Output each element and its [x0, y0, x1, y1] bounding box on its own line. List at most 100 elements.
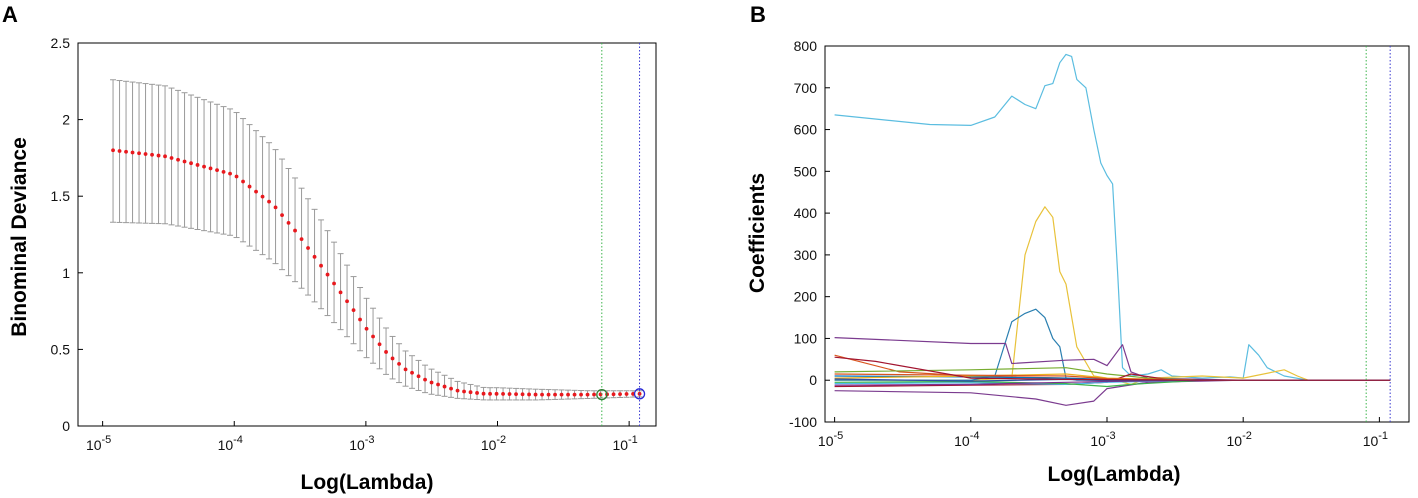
y-b-tick-label-3: 200	[794, 289, 818, 305]
deviance-point-32	[319, 263, 323, 268]
deviance-point-70	[566, 392, 570, 397]
coefficient-path-16	[834, 356, 1391, 381]
deviance-point-26	[280, 213, 284, 218]
y-b-tick-label-2: 100	[794, 330, 818, 346]
deviance-point-47	[416, 374, 421, 379]
coefficient-path-4	[834, 337, 1391, 381]
y-b-tick-label-7: 600	[794, 122, 818, 138]
y-b-tick-label-9: 800	[794, 38, 818, 54]
x-a-tick-label-1: 10-4	[218, 434, 243, 453]
deviance-point-46	[410, 370, 414, 375]
deviance-point-42	[384, 350, 388, 354]
deviance-point-16	[215, 168, 219, 173]
deviance-point-21	[247, 184, 252, 189]
y-a-tick-label-1: 0.5	[51, 341, 71, 357]
y-b-tick-label-4: 300	[794, 247, 818, 263]
deviance-point-54	[462, 389, 466, 394]
deviance-point-3	[130, 150, 135, 155]
deviance-point-8	[163, 154, 167, 159]
deviance-point-61	[507, 392, 512, 396]
deviance-point-34	[332, 281, 336, 286]
deviance-point-77	[611, 392, 616, 397]
deviance-point-9	[169, 156, 174, 160]
x-a-tick-label-3: 10-2	[481, 434, 506, 453]
y-axis-label-a: Binominal Deviance	[8, 137, 31, 337]
lambda-marker-a-0	[596, 388, 608, 401]
deviance-point-22	[254, 189, 258, 194]
errorbars-a	[110, 79, 643, 401]
deviance-point-58	[488, 391, 492, 396]
deviance-point-72	[579, 392, 583, 397]
y-b-tick-label-1: 0	[809, 372, 817, 388]
deviance-point-55	[468, 390, 473, 395]
panel-a: A 0 0.5 1 1.5 2 2.5 10-5 10-4 10-3 10-2 10-1 Log(…	[2, 2, 657, 494]
deviance-point-44	[397, 362, 401, 366]
deviance-point-68	[553, 392, 557, 397]
deviance-point-12	[189, 161, 193, 166]
y-ticks-b: -100 0 100 200 300 400 500 600 700 800	[789, 38, 830, 430]
x-ticks-a: 10-5 10-4 10-3 10-2 10-1	[86, 421, 638, 453]
deviance-point-45	[403, 367, 408, 372]
deviance-point-11	[182, 159, 187, 164]
deviance-point-65	[533, 392, 538, 397]
panel-letter-b: B	[750, 2, 766, 27]
y-a-tick-label-5: 2.5	[51, 35, 71, 51]
deviance-point-57	[481, 391, 486, 396]
y-b-tick-label-5: 400	[794, 205, 818, 221]
deviance-point-2	[124, 149, 128, 154]
deviance-point-56	[475, 391, 479, 395]
deviance-point-1	[117, 149, 122, 153]
coefficient-path-1	[834, 53, 1391, 381]
deviance-point-62	[514, 392, 518, 397]
deviance-point-40	[371, 334, 375, 339]
deviance-point-18	[228, 171, 232, 176]
deviance-point-52	[449, 386, 453, 391]
deviance-point-24	[267, 199, 271, 204]
deviance-point-31	[312, 254, 317, 259]
deviance-point-74	[592, 392, 596, 397]
deviance-point-13	[195, 163, 200, 167]
deviance-point-0	[111, 148, 115, 153]
deviance-point-59	[494, 391, 499, 396]
plot-frame-b	[824, 45, 1410, 423]
deviance-point-60	[501, 392, 505, 396]
lambda-lines-b	[1365, 46, 1391, 422]
x-b-tick-label-1: 10-4	[954, 430, 979, 449]
deviance-point-25	[273, 205, 278, 210]
x-axis-label-a: Log(Lambda)	[301, 471, 434, 494]
x-b-tick-label-4: 10-1	[1363, 430, 1388, 449]
deviance-point-27	[286, 220, 291, 225]
y-b-tick-label-6: 500	[794, 163, 818, 179]
plot-frame-a	[77, 42, 657, 427]
deviance-point-14	[202, 164, 206, 169]
y-ticks-a: 0 0.5 1 1.5 2 2.5	[51, 35, 83, 434]
deviance-point-17	[221, 169, 226, 174]
x-axis-label-b: Log(Lambda)	[1048, 463, 1181, 486]
deviance-point-41	[377, 342, 382, 347]
deviance-points-a	[111, 148, 642, 397]
coefficient-paths-b	[834, 53, 1391, 406]
deviance-point-23	[260, 194, 265, 199]
deviance-point-69	[559, 392, 564, 397]
x-b-tick-label-3: 10-2	[1227, 430, 1252, 449]
y-a-tick-label-2: 1	[62, 265, 70, 281]
lambda-markers-a	[596, 388, 646, 401]
deviance-point-15	[208, 166, 213, 171]
y-axis-label-b: Coefficients	[746, 173, 769, 293]
deviance-point-39	[364, 326, 369, 331]
coefficient-path-2	[834, 206, 1391, 385]
deviance-point-37	[351, 308, 356, 313]
deviance-point-38	[358, 317, 362, 322]
y-b-tick-label-0: -100	[789, 414, 817, 430]
panel-b: B -100 0 100 200 300 400 500 600 700 800 10-5 10-4…	[746, 2, 1410, 486]
deviance-point-43	[390, 356, 395, 361]
coefficient-path-5	[834, 379, 1391, 406]
deviance-point-30	[306, 246, 310, 250]
x-a-tick-label-4: 10-1	[612, 434, 637, 453]
deviance-point-51	[442, 384, 447, 389]
x-b-tick-label-2: 10-3	[1090, 430, 1115, 449]
x-a-tick-label-2: 10-3	[349, 434, 374, 453]
deviance-point-78	[618, 392, 622, 397]
deviance-point-63	[520, 392, 525, 397]
